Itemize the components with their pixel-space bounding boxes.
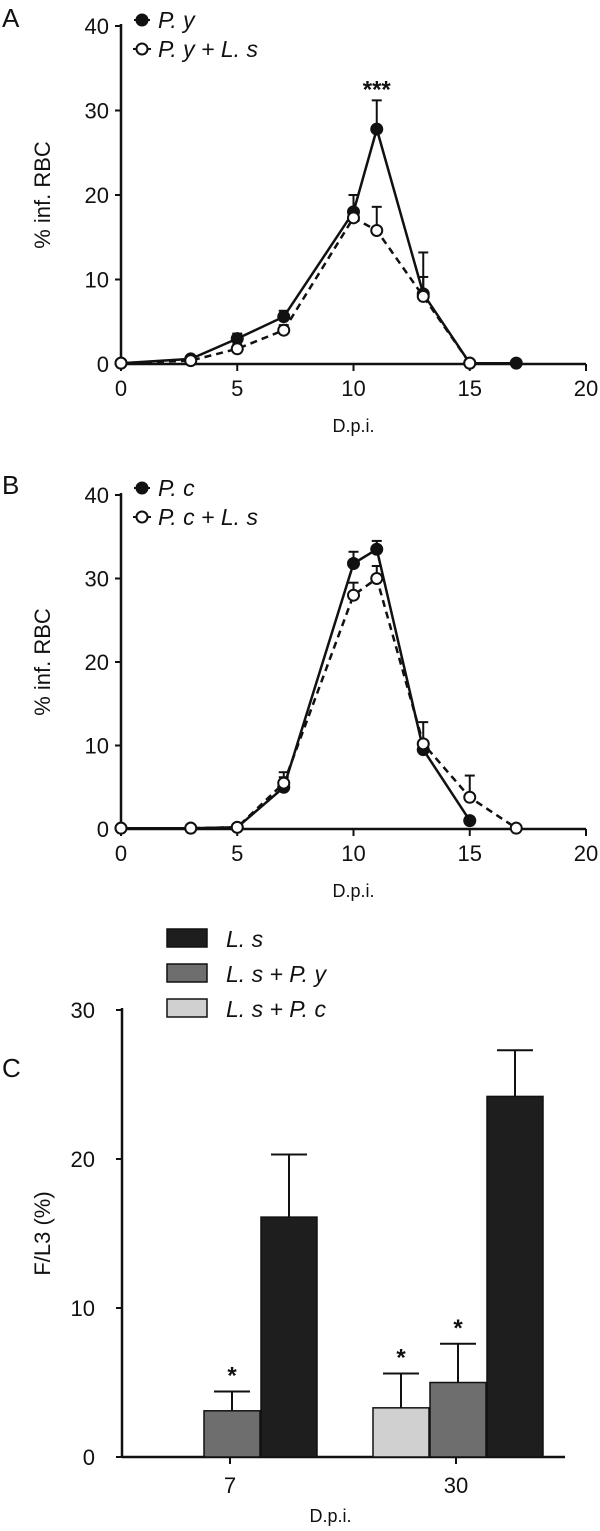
y-tick-label: 10 [85, 734, 109, 759]
y-tick-label: 30 [85, 99, 109, 124]
significance-annotation: * [396, 1345, 406, 1372]
data-point-open [277, 776, 291, 790]
significance-annotation: * [227, 1362, 237, 1389]
y-tick-label: 20 [85, 650, 109, 675]
x-tick-label: 5 [231, 841, 243, 866]
x-tick-label: 15 [458, 841, 482, 866]
data-point-open [230, 342, 244, 356]
data-point-open [347, 588, 360, 602]
data-point-open [230, 820, 244, 834]
data-point-open [509, 821, 523, 835]
data-point-open [184, 354, 198, 368]
y-tick-label: 0 [97, 817, 109, 842]
panel-label: C [2, 1053, 21, 1083]
legend-label: P. y + L. s [158, 36, 258, 62]
y-tick-label: 30 [85, 567, 109, 592]
series-line-1 [120, 124, 517, 365]
bar [260, 1216, 318, 1458]
legend-label: P. y [158, 7, 196, 33]
legend-swatch [166, 928, 208, 948]
significance-annotation: *** [363, 76, 392, 103]
data-point-open [370, 223, 384, 237]
legend-swatch [166, 963, 208, 983]
legend-label: P. c [158, 475, 195, 501]
x-tick-label: 5 [231, 376, 243, 401]
y-tick-label: 10 [71, 1296, 95, 1321]
legend-marker [135, 13, 149, 27]
data-point-open [370, 572, 384, 585]
data-point-open [114, 821, 128, 835]
data-point-filled [370, 122, 384, 136]
x-axis-title: D.p.i. [332, 416, 374, 436]
y-axis-title: F/L3 (%) [30, 1191, 55, 1275]
x-axis-title: D.p.i. [332, 881, 374, 901]
legend-marker [135, 481, 149, 495]
data-point-filled [509, 356, 523, 370]
series-line-2 [121, 576, 517, 830]
panel-label: B [2, 470, 19, 500]
legend-marker [135, 42, 149, 56]
bar [486, 1095, 544, 1458]
data-point-open [184, 821, 198, 835]
significance-annotation: * [453, 1315, 463, 1342]
panel-c-bar-chart: C 0 10 20 30 7 30 D.p.i. F/L3 (%) * * * L. s L. s + P… [2, 926, 565, 1526]
y-tick-label: 30 [71, 998, 95, 1023]
x-tick-label: 0 [115, 841, 127, 866]
x-tick-label: 15 [458, 376, 482, 401]
data-point-open [416, 289, 430, 303]
panel-a-line-chart: A 0 10 20 30 40 0 5 10 15 20 D.p.i. % inf. RBC *** P. … [2, 3, 598, 436]
x-tick-label: 30 [444, 1473, 468, 1498]
series-line-2 [120, 216, 471, 365]
y-tick-label: 20 [71, 1147, 95, 1172]
legend-label: P. c + L. s [158, 504, 258, 530]
data-point-open [463, 790, 477, 804]
series-line-1 [121, 547, 471, 830]
x-tick-label: 7 [224, 1473, 236, 1498]
data-point-open [416, 737, 430, 751]
data-point-open [114, 356, 128, 370]
y-tick-label: 20 [85, 183, 109, 208]
bar [429, 1381, 487, 1458]
data-point-filled [277, 310, 291, 324]
data-point-open [277, 323, 291, 337]
data-point-filled [370, 542, 384, 556]
x-axis-title: D.p.i. [309, 1506, 351, 1526]
legend-label: L. s [226, 926, 264, 952]
data-point-filled [347, 556, 360, 570]
y-axis-title: % inf. RBC [30, 141, 55, 249]
x-tick-label: 10 [341, 841, 365, 866]
x-tick-label: 20 [574, 841, 598, 866]
y-tick-label: 0 [97, 352, 109, 377]
y-tick-label: 10 [85, 268, 109, 293]
legend-swatch [166, 998, 208, 1018]
data-point-filled [463, 814, 477, 828]
data-point-open [463, 356, 477, 370]
legend-marker [135, 510, 149, 524]
legend-label: L. s + P. c [226, 996, 326, 1022]
legend-label: L. s + P. y [226, 961, 327, 987]
y-tick-label: 40 [85, 14, 109, 39]
x-tick-label: 20 [574, 376, 598, 401]
panel-b-line-chart: B 0 10 20 30 40 0 5 10 15 20 D.p.i. % inf. RBC P. c P.… [2, 470, 598, 901]
x-tick-label: 10 [341, 376, 365, 401]
data-point-open [347, 211, 360, 225]
y-tick-label: 0 [83, 1445, 95, 1470]
x-tick-label: 0 [115, 376, 127, 401]
y-axis-title: % inf. RBC [30, 608, 55, 716]
bar [372, 1407, 430, 1458]
y-tick-label: 40 [85, 483, 109, 508]
bar [203, 1410, 261, 1458]
panel-label: A [2, 3, 20, 33]
